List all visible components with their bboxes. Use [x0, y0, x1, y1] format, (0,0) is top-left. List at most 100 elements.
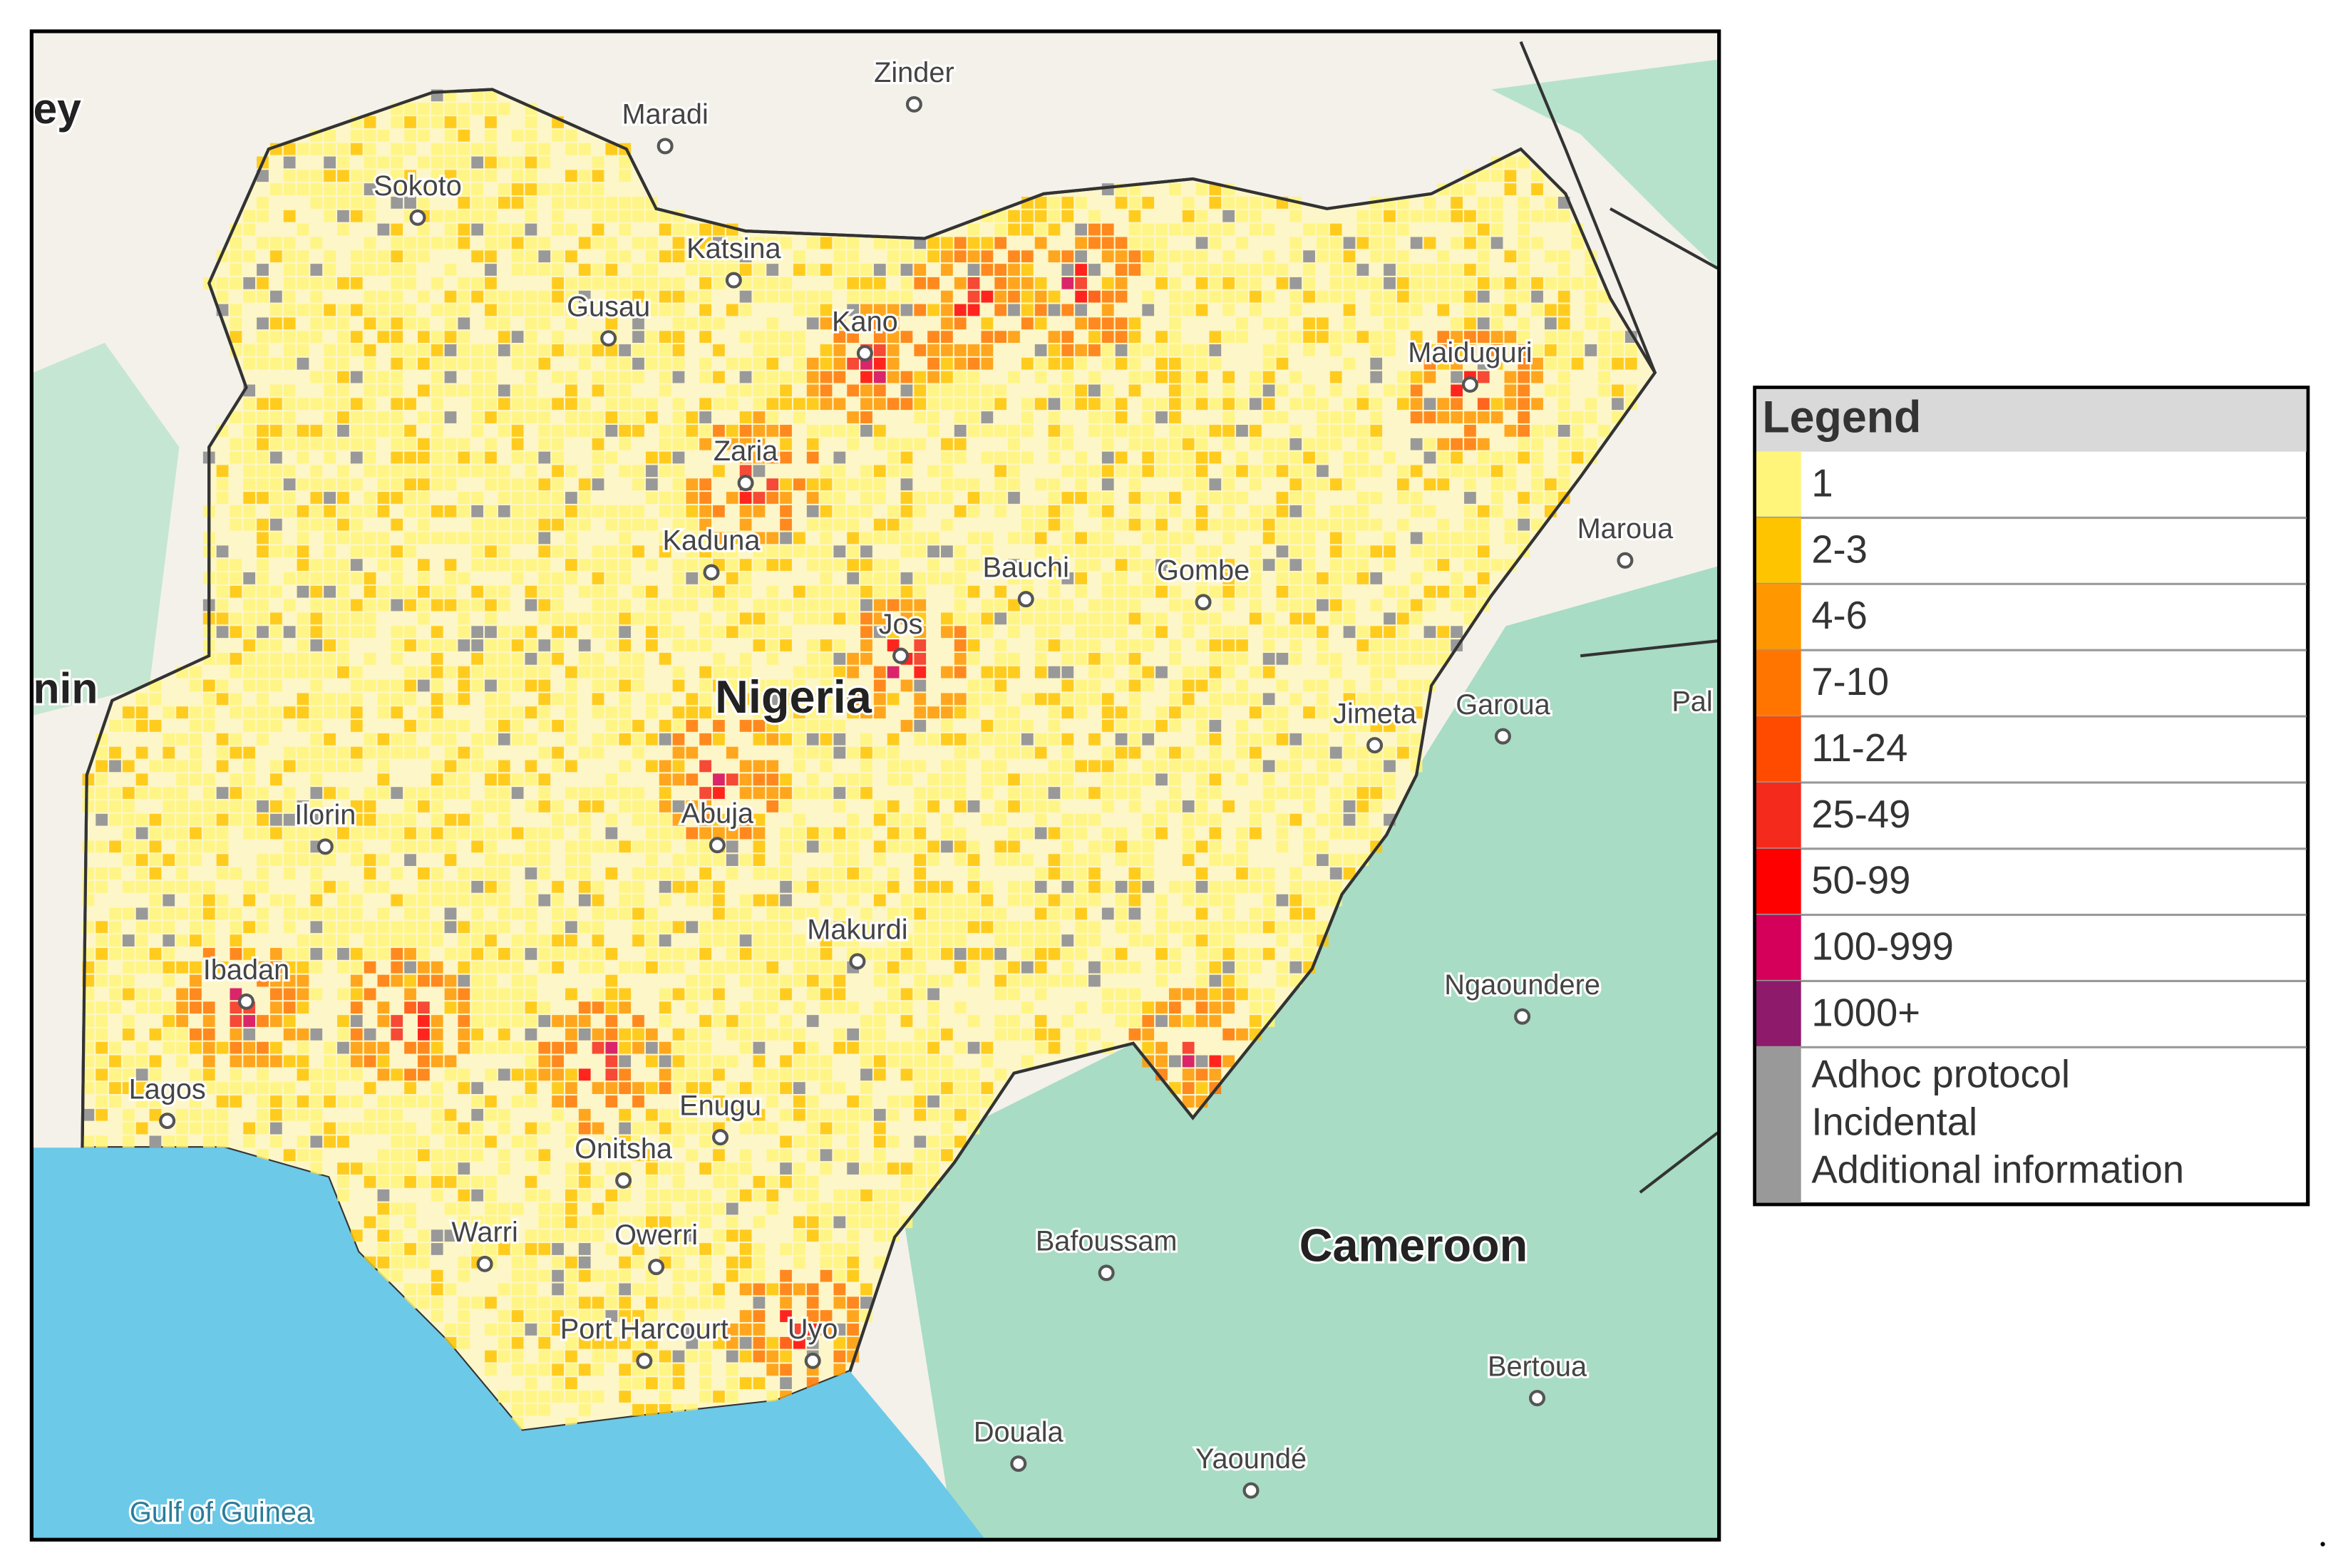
cell — [190, 1068, 202, 1081]
cell — [1034, 733, 1047, 746]
cell — [753, 331, 766, 343]
cell — [753, 1082, 766, 1094]
cell — [967, 854, 980, 867]
cell — [1075, 398, 1087, 411]
cell — [780, 854, 792, 867]
cell — [444, 666, 457, 679]
cell — [780, 505, 792, 517]
cell — [176, 1135, 188, 1148]
cell — [578, 492, 591, 504]
cell — [833, 907, 846, 920]
cell — [109, 974, 121, 987]
cell — [1048, 451, 1061, 464]
cell — [1034, 532, 1047, 545]
cell — [538, 867, 551, 880]
cell — [404, 505, 416, 517]
cell — [672, 304, 685, 316]
cell — [806, 1216, 819, 1229]
cell — [511, 974, 524, 987]
cell — [994, 988, 1007, 1001]
cell — [310, 693, 323, 706]
cell — [471, 867, 484, 880]
cell — [122, 988, 135, 1001]
cell — [860, 880, 872, 893]
cell — [686, 1041, 699, 1054]
cell — [927, 907, 939, 920]
cell — [444, 813, 457, 826]
cell — [1410, 290, 1423, 303]
cell — [1585, 344, 1597, 356]
cell — [981, 344, 994, 356]
cell — [1034, 907, 1047, 920]
cell — [927, 840, 939, 853]
cell — [297, 1149, 309, 1162]
cell — [538, 948, 551, 960]
cell — [699, 706, 711, 718]
cell — [994, 854, 1007, 867]
cell — [565, 854, 577, 867]
cell — [257, 572, 269, 584]
cell — [860, 1162, 872, 1175]
cell — [1262, 264, 1275, 276]
cell — [324, 827, 336, 840]
cell — [1169, 639, 1181, 651]
cell — [927, 545, 939, 558]
cell — [833, 425, 846, 437]
cell — [565, 170, 577, 182]
cell — [1303, 223, 1315, 236]
cell — [269, 894, 282, 907]
cell — [1276, 357, 1289, 370]
cell — [900, 1176, 913, 1188]
cell — [659, 425, 671, 437]
cell — [645, 1028, 658, 1041]
cell — [364, 451, 376, 464]
cell — [592, 183, 604, 195]
cell — [1598, 384, 1611, 397]
cell — [391, 156, 403, 169]
cell — [1142, 827, 1155, 840]
cell — [1048, 867, 1061, 880]
cell — [1209, 1015, 1222, 1027]
cell — [1075, 465, 1087, 478]
cell — [1262, 880, 1275, 893]
cell — [847, 746, 860, 759]
cell — [1115, 720, 1128, 732]
cell — [1464, 304, 1476, 316]
cell — [833, 867, 846, 880]
cell — [498, 1041, 510, 1054]
cell — [1169, 277, 1181, 289]
cell — [1437, 639, 1450, 651]
cell — [1370, 652, 1383, 665]
cell — [1396, 371, 1409, 383]
cell — [632, 813, 644, 826]
cell — [1410, 331, 1423, 343]
cell — [1222, 693, 1235, 706]
cell — [377, 156, 390, 169]
cell — [1195, 813, 1208, 826]
cell — [981, 813, 994, 826]
cell — [324, 1095, 336, 1108]
cell — [310, 787, 323, 799]
cell — [806, 720, 819, 732]
cell — [873, 317, 886, 330]
cell — [391, 934, 403, 947]
cell — [283, 237, 296, 249]
cell — [1169, 532, 1181, 545]
cell — [310, 183, 323, 195]
cell — [431, 398, 443, 411]
cell — [511, 907, 524, 920]
cell — [766, 357, 779, 370]
cell — [257, 344, 269, 356]
cell — [994, 1015, 1007, 1027]
cell — [793, 1108, 805, 1121]
cell — [753, 760, 766, 773]
cell — [498, 907, 510, 920]
cell — [1236, 854, 1248, 867]
cell — [578, 612, 591, 625]
cell — [1384, 545, 1396, 558]
cell — [1222, 907, 1235, 920]
cell — [1128, 961, 1141, 974]
cell — [565, 290, 577, 303]
cell — [444, 304, 457, 316]
cell — [1115, 787, 1128, 799]
